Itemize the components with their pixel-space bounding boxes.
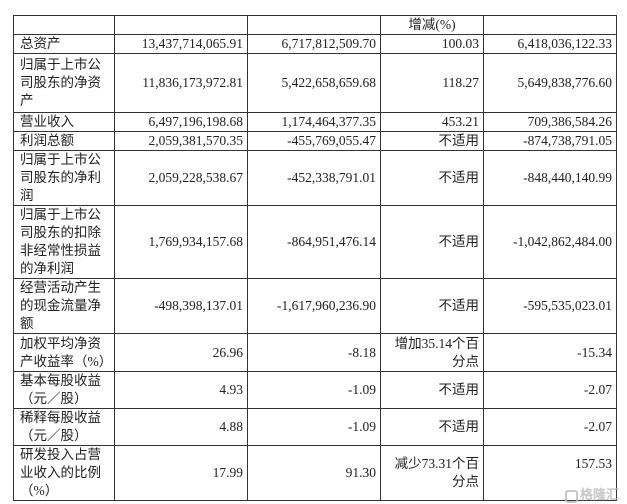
value-change: 不适用 — [380, 408, 484, 446]
row-label: 归属于上市公司股东的扣除非经常性损益的净利润 — [13, 205, 115, 279]
value-current: 26.96 — [114, 333, 248, 372]
row-label: 归属于上市公司股东的净资产 — [13, 53, 115, 113]
table-row: 营业收入 6,497,196,198.68 1,174,464,377.35 453.… — [13, 112, 617, 132]
value-current: 2,059,228,538.67 — [114, 150, 248, 206]
row-label: 基本每股收益（元／股） — [13, 371, 115, 409]
value-previous: 6,717,812,509.70 — [247, 34, 381, 54]
value-change: 453.21 — [380, 112, 484, 132]
value-prior: -2.07 — [483, 371, 617, 409]
row-label: 稀释每股收益（元／股） — [13, 408, 115, 446]
value-current: 1,769,934,157.68 — [114, 205, 248, 279]
watermark-text: 格隆汇 — [579, 488, 619, 503]
table-row: 加权平均净资产收益率（%） 26.96 -8.18 增加35.14个百分点 -15.34 — [13, 333, 617, 372]
value-current: 17.99 — [114, 445, 248, 501]
value-previous: -1,617,960,236.90 — [247, 278, 381, 334]
value-current: 4.88 — [114, 408, 248, 446]
value-previous: -1.09 — [247, 371, 381, 409]
table-row: 总资产 13,437,714,065.91 6,717,812,509.70 100.… — [13, 34, 617, 54]
header-cell — [247, 15, 381, 35]
value-prior: -874,738,791.05 — [483, 131, 617, 151]
logo-icon — [564, 489, 578, 503]
value-previous: -864,951,476.14 — [247, 205, 381, 279]
value-previous: -455,769,055.47 — [247, 131, 381, 151]
row-label: 营业收入 — [13, 112, 115, 132]
value-prior: 157.53 — [483, 445, 617, 501]
table-row: 基本每股收益（元／股） 4.93 -1.09 不适用 -2.07 — [13, 371, 617, 409]
header-change: 增减(%) — [380, 15, 484, 35]
row-label: 经营活动产生的现金流量净额 — [13, 278, 115, 334]
header-cell — [114, 15, 248, 35]
watermark-logo: 格隆汇 — [564, 488, 619, 503]
value-current: -498,398,137.01 — [114, 278, 248, 334]
value-prior: 5,649,838,776.60 — [483, 53, 617, 113]
value-previous: -452,338,791.01 — [247, 150, 381, 206]
value-prior: 6,418,036,122.33 — [483, 34, 617, 54]
value-change: 不适用 — [380, 150, 484, 206]
value-previous: 91.30 — [247, 445, 381, 501]
value-current: 2,059,381,570.35 — [114, 131, 248, 151]
row-label: 利润总额 — [13, 131, 115, 151]
value-change: 100.03 — [380, 34, 484, 54]
row-label: 总资产 — [13, 34, 115, 54]
value-change: 减少73.31个百分点 — [380, 445, 484, 501]
row-label: 归属于上市公司股东的净利润 — [13, 150, 115, 206]
financial-table: 增减(%) 总资产 13,437,714,065.91 6,717,812,509.… — [13, 15, 617, 501]
table-row: 研发投入占营业收入的比例（%） 17.99 91.30 减少73.31个百分点 157.… — [13, 445, 617, 501]
value-prior: -848,440,140.99 — [483, 150, 617, 206]
table-row: 稀释每股收益（元／股） 4.88 -1.09 不适用 -2.07 — [13, 408, 617, 446]
value-current: 6,497,196,198.68 — [114, 112, 248, 132]
value-prior: -595,535,023.01 — [483, 278, 617, 334]
table-row: 利润总额 2,059,381,570.35 -455,769,055.47 不适用 -8… — [13, 131, 617, 151]
header-row: 增减(%) — [13, 15, 617, 35]
value-change: 不适用 — [380, 131, 484, 151]
value-previous: 1,174,464,377.35 — [247, 112, 381, 132]
value-change: 增加35.14个百分点 — [380, 333, 484, 372]
value-change: 不适用 — [380, 371, 484, 409]
value-previous: -1.09 — [247, 408, 381, 446]
value-previous: 5,422,658,659.68 — [247, 53, 381, 113]
value-prior: -15.34 — [483, 333, 617, 372]
value-prior: -1,042,862,484.00 — [483, 205, 617, 279]
table-row: 归属于上市公司股东的扣除非经常性损益的净利润 1,769,934,157.68 -8… — [13, 205, 617, 279]
value-current: 4.93 — [114, 371, 248, 409]
value-prior: 709,386,584.26 — [483, 112, 617, 132]
row-label: 研发投入占营业收入的比例（%） — [13, 445, 115, 501]
header-cell — [13, 15, 115, 35]
value-change: 不适用 — [380, 278, 484, 334]
row-label: 加权平均净资产收益率（%） — [13, 333, 115, 372]
table-row: 归属于上市公司股东的净资产 11,836,173,972.81 5,422,658,… — [13, 53, 617, 113]
value-prior: -2.07 — [483, 408, 617, 446]
value-change: 118.27 — [380, 53, 484, 113]
value-previous: -8.18 — [247, 333, 381, 372]
value-current: 11,836,173,972.81 — [114, 53, 248, 113]
header-cell — [483, 15, 617, 35]
value-current: 13,437,714,065.91 — [114, 34, 248, 54]
value-change: 不适用 — [380, 205, 484, 279]
table-row: 经营活动产生的现金流量净额 -498,398,137.01 -1,617,960,2… — [13, 278, 617, 334]
table-row: 归属于上市公司股东的净利润 2,059,228,538.67 -452,338,79… — [13, 150, 617, 206]
